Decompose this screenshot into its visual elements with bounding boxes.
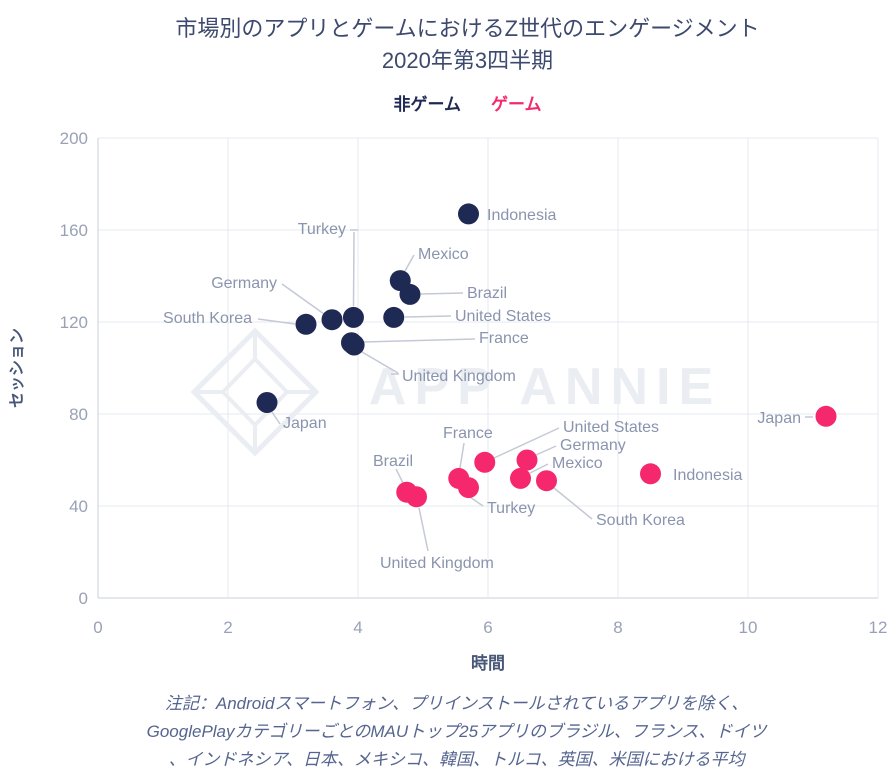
point-game-indonesia[interactable] xyxy=(640,463,661,485)
point-nongame-germany[interactable] xyxy=(321,309,343,331)
y-tick-0: 0 xyxy=(79,589,88,608)
point-label-game-south-korea: South Korea xyxy=(596,512,685,529)
y-tick-80: 80 xyxy=(69,405,88,424)
x-tick-4: 4 xyxy=(353,618,362,637)
y-tick-40: 40 xyxy=(69,497,88,516)
point-label-game-turkey: Turkey xyxy=(487,500,535,517)
y-tick-200: 200 xyxy=(60,129,88,148)
leader-line-nongame-mexico xyxy=(404,254,415,272)
point-label-game-united-states: United States xyxy=(563,419,659,436)
y-tick-160: 160 xyxy=(60,221,88,240)
point-nongame-brazil[interactable] xyxy=(399,283,421,305)
point-label-nongame-indonesia: Indonesia xyxy=(487,207,556,224)
scatter-chart: 0 40 80 120 160 200 0 2 4 6 8 10 12 時間 セッション APP ANNIE J… xyxy=(9,129,888,673)
point-nongame-turkey[interactable] xyxy=(342,306,364,328)
point-label-game-japan: Japan xyxy=(757,410,801,427)
point-label-nongame-south-korea: South Korea xyxy=(163,310,252,327)
x-tick-8: 8 xyxy=(613,618,622,637)
leader-line-game-south-korea xyxy=(553,487,593,520)
point-nongame-indonesia[interactable] xyxy=(458,203,479,225)
leader-line-nongame-france xyxy=(362,338,476,343)
watermark-gem-inner-icon xyxy=(220,356,290,428)
x-tick-12: 12 xyxy=(869,618,888,637)
point-label-game-germany: Germany xyxy=(560,437,626,454)
watermark-text: APP ANNIE xyxy=(369,358,721,416)
leader-line-nongame-brazil xyxy=(420,292,464,295)
leader-line-nongame-united-kingdom-1 xyxy=(361,351,399,374)
point-label-nongame-turkey: Turkey xyxy=(298,221,346,238)
point-game-brazil[interactable] xyxy=(396,481,418,503)
point-label-nongame-brazil: Brazil xyxy=(467,285,507,302)
point-nongame-united-states[interactable] xyxy=(383,306,405,328)
leader-line-game-united-states xyxy=(493,427,560,459)
leader-line-nongame-turkey-1 xyxy=(352,231,355,307)
point-label-nongame-france: France xyxy=(479,330,529,347)
point-nongame-south-korea[interactable] xyxy=(295,313,317,335)
leader-line-game-turkey xyxy=(469,496,484,507)
point-game-south-korea[interactable] xyxy=(536,470,557,492)
point-label-nongame-united-states: United States xyxy=(455,308,551,325)
x-tick-2: 2 xyxy=(223,618,232,637)
point-label-nongame-japan: Japan xyxy=(283,415,327,432)
chart-title-line1: 市場別のアプリとゲームにおけるZ世代のエンゲージメント xyxy=(175,16,760,41)
leader-line-game-france xyxy=(459,442,465,469)
chart-title-line2: 2020年第3四半期 xyxy=(381,48,554,73)
leader-line-game-united-kingdom xyxy=(418,507,429,552)
leader-line-game-brazil xyxy=(395,468,404,484)
leader-line-game-mexico xyxy=(529,463,549,474)
legend-item-nongame[interactable]: 非ゲーム xyxy=(393,95,462,114)
footnote: 注記：Androidスマートフォン、プリインストールされているアプリを除く、 G… xyxy=(0,690,893,774)
point-game-united-states[interactable] xyxy=(474,451,496,473)
leader-line-nongame-japan xyxy=(271,411,281,425)
y-axis-title: セッション xyxy=(9,328,26,408)
point-label-game-united-kingdom: United Kingdom xyxy=(380,555,494,572)
point-label-game-brazil: Brazil xyxy=(373,453,413,470)
x-tick-6: 6 xyxy=(483,618,492,637)
point-label-nongame-germany: Germany xyxy=(211,275,277,292)
legend-item-game[interactable]: ゲーム xyxy=(491,95,542,114)
point-game-germany[interactable] xyxy=(516,449,538,471)
point-game-mexico[interactable] xyxy=(510,467,531,489)
point-game-japan[interactable] xyxy=(815,405,837,427)
x-tick-0: 0 xyxy=(93,618,102,637)
leader-line-nongame-germany xyxy=(281,283,325,315)
legend: 非ゲーム ゲーム xyxy=(0,90,893,115)
leader-line-nongame-south-korea xyxy=(257,318,296,325)
chart-title: 市場別のアプリとゲームにおけるZ世代のエンゲージメント 2020年第3四半期 xyxy=(0,13,893,77)
point-label-game-mexico: Mexico xyxy=(552,455,603,472)
point-label-game-indonesia: Indonesia xyxy=(673,467,742,484)
point-game-france[interactable] xyxy=(448,467,470,489)
point-nongame-japan[interactable] xyxy=(256,392,278,413)
point-label-nongame-united-kingdom: United Kingdom xyxy=(402,368,516,385)
point-nongame-united-kingdom[interactable] xyxy=(343,334,365,356)
footnote-line2: GooglePlayカテゴリーごとのMAUトップ25アプリのブラジル、フランス、… xyxy=(146,722,767,741)
x-axis-title: 時間 xyxy=(471,653,505,673)
y-tick-120: 120 xyxy=(60,313,88,332)
footnote-line1: 注記：Androidスマートフォン、プリインストールされているアプリを除く、 xyxy=(164,694,749,713)
leader-line-game-germany xyxy=(535,445,557,456)
leader-line-nongame-united-states xyxy=(404,315,452,318)
point-label-nongame-mexico: Mexico xyxy=(418,246,469,263)
x-tick-10: 10 xyxy=(739,618,758,637)
footnote-line3: 、インドネシア、日本、メキシコ、韓国、トルコ、英国、米国における平均 xyxy=(168,750,745,769)
point-label-game-france: France xyxy=(443,425,493,442)
